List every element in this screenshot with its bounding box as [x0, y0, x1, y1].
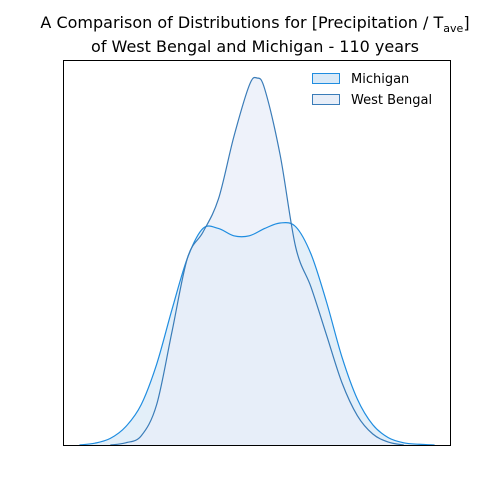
- title-suffix: ]: [463, 13, 469, 32]
- chart-title-line-1: A Comparison of Distributions for [Preci…: [40, 13, 469, 35]
- plot-area: [63, 60, 451, 446]
- title-prefix: A Comparison of Distributions for [Preci…: [40, 13, 443, 32]
- legend-label-michigan: Michigan: [351, 72, 409, 87]
- series-line-michigan: [79, 222, 435, 446]
- legend: Michigan West Bengal: [312, 72, 432, 108]
- series-area-west-bengal: [110, 77, 404, 445]
- legend-label-west-bengal: West Bengal: [351, 93, 432, 108]
- title-subscript: ave: [443, 22, 463, 35]
- chart-title-line-2: of West Bengal and Michigan - 110 years: [91, 37, 419, 56]
- legend-swatch-west-bengal: [312, 94, 340, 105]
- legend-swatch-michigan: [312, 73, 340, 84]
- plot-frame: [63, 60, 451, 446]
- series-layer: [79, 76, 435, 446]
- series-line-west-bengal: [110, 76, 404, 446]
